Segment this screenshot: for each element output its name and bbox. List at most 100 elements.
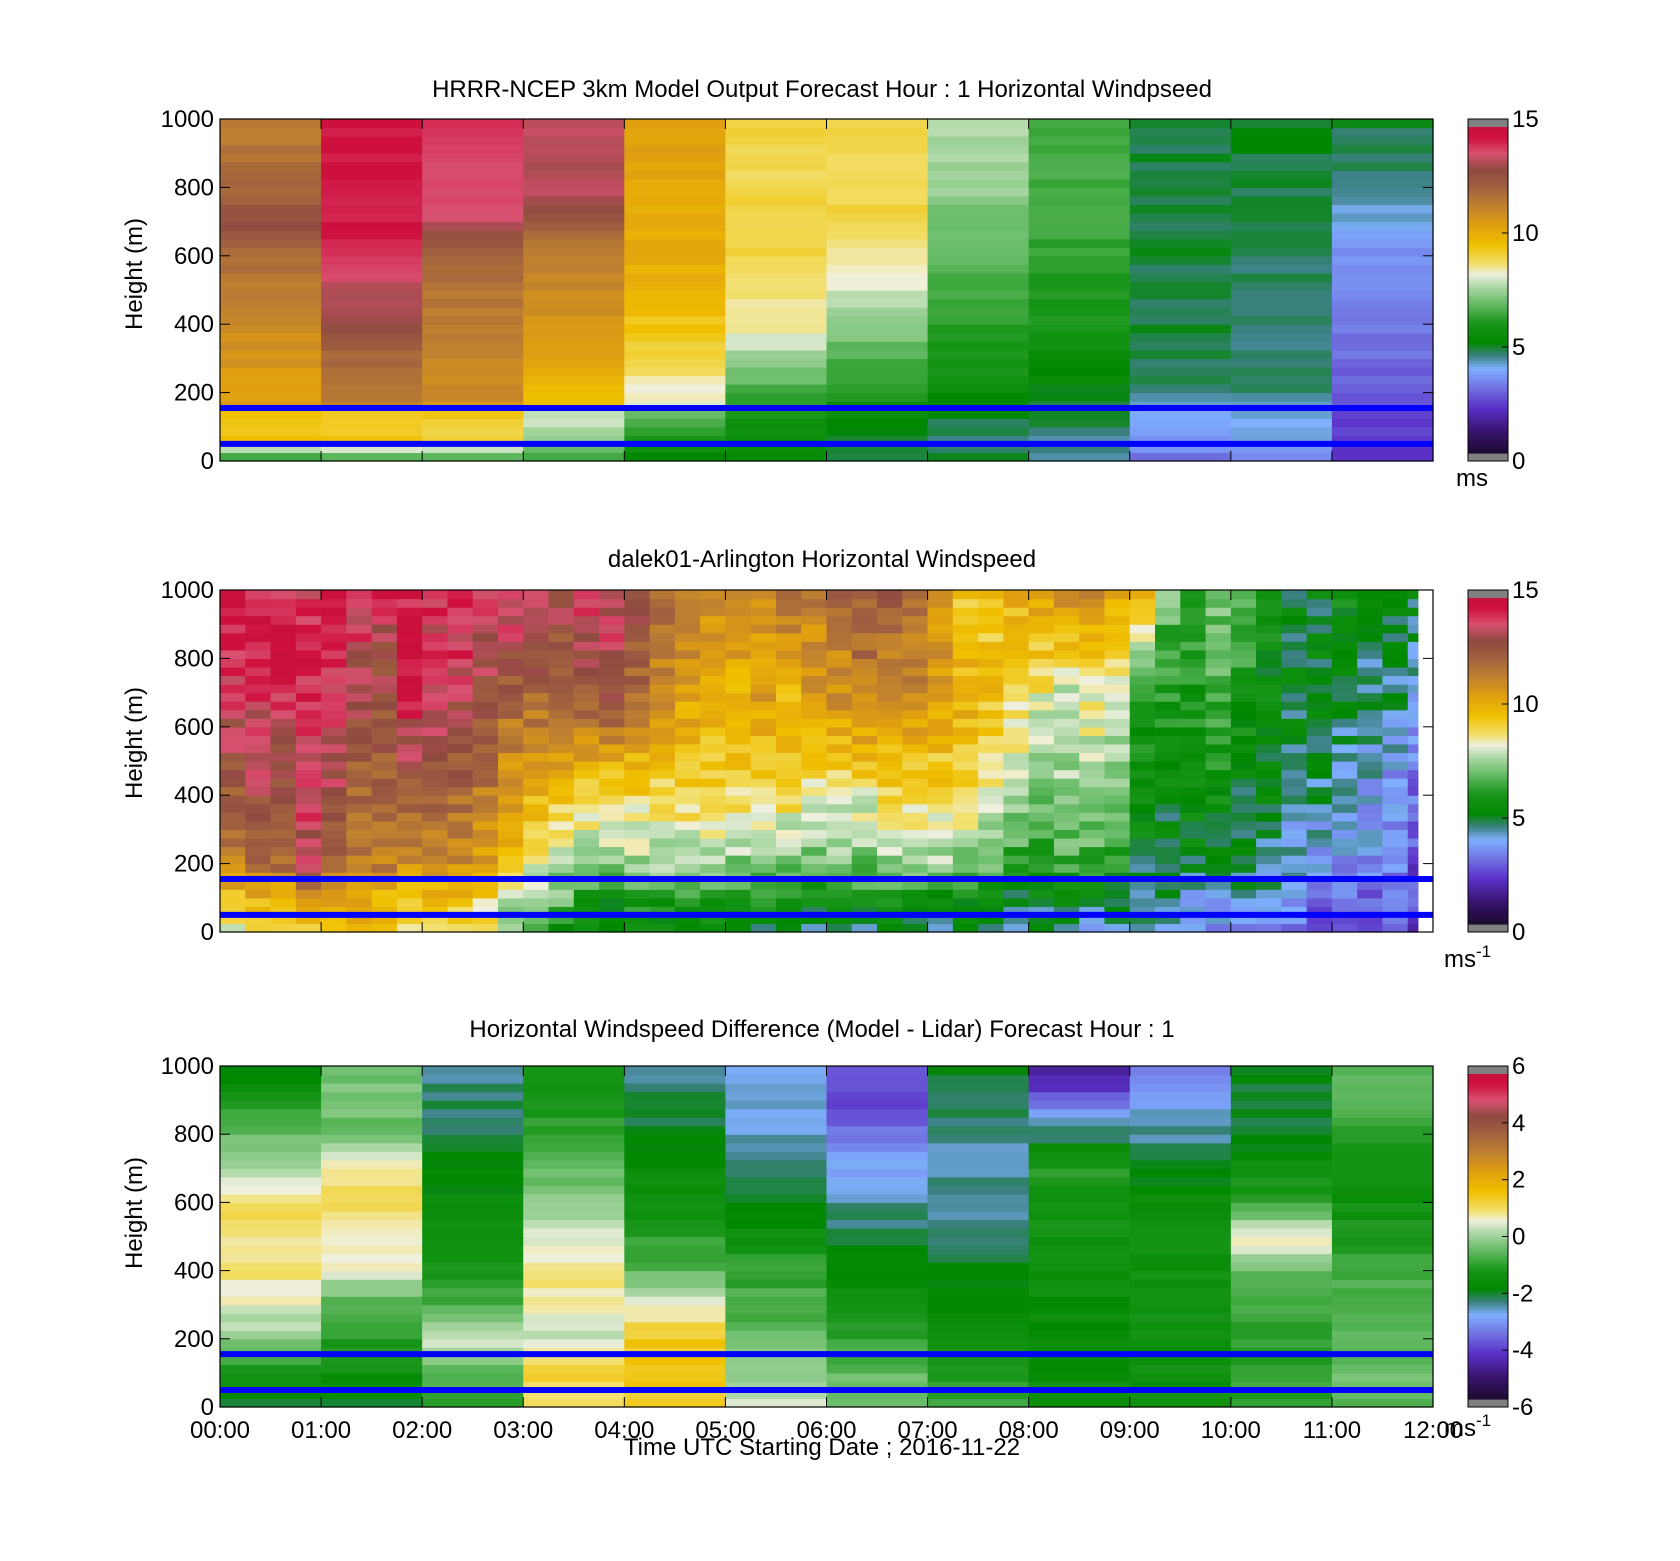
heatmap-cell <box>1028 1074 1131 1084</box>
heatmap-cell <box>1357 752 1384 762</box>
heatmap-cell <box>801 624 828 634</box>
colorbar-segment <box>1468 232 1508 237</box>
heatmap-cell <box>1028 743 1055 754</box>
heatmap-cell <box>1357 829 1384 839</box>
heatmap-cell <box>725 1245 828 1255</box>
heatmap-cell <box>1256 675 1282 685</box>
heatmap-cell <box>1079 863 1106 873</box>
heatmap-cell <box>497 641 524 651</box>
heatmap-cell <box>750 795 777 805</box>
heatmap-cell <box>1028 307 1131 317</box>
heatmap-cell <box>624 684 651 694</box>
heatmap-cell <box>422 119 524 129</box>
heatmap-cell <box>1230 769 1257 779</box>
heatmap-cell <box>1230 1364 1333 1374</box>
heatmap-cell <box>396 726 423 736</box>
colorbar-segment <box>1468 355 1508 359</box>
heatmap-cell <box>245 829 272 839</box>
heatmap-cell <box>674 889 701 899</box>
heatmap-cell <box>1028 778 1055 788</box>
heatmap-cell <box>422 1193 524 1204</box>
heatmap-cell <box>523 204 625 214</box>
heatmap-cell <box>346 863 373 873</box>
heatmap-cell <box>877 761 903 771</box>
heatmap-cell <box>1053 897 1080 907</box>
heatmap-cell <box>523 272 625 283</box>
heatmap-cell <box>1230 1253 1333 1263</box>
heatmap-cell <box>396 607 423 617</box>
heatmap-cell <box>775 906 802 916</box>
heatmap-cell <box>1129 1219 1232 1229</box>
heatmap-cell <box>472 820 499 830</box>
heatmap-cell <box>497 632 524 642</box>
y-tick-label: 0 <box>201 919 214 946</box>
heatmap-cell <box>624 187 727 197</box>
heatmap-cell <box>270 607 297 617</box>
heatmap-cell <box>1003 769 1030 779</box>
heatmap-cell <box>1281 675 1308 685</box>
heatmap-cell <box>321 726 347 736</box>
heatmap-cell <box>1028 418 1131 428</box>
heatmap-cell <box>674 632 701 642</box>
heatmap-cell <box>220 649 246 659</box>
heatmap-cell <box>927 1185 1030 1195</box>
y-tick-label: 800 <box>174 645 214 672</box>
heatmap-cell <box>1230 238 1333 248</box>
heatmap-cell <box>725 392 828 402</box>
heatmap-cell <box>422 778 449 788</box>
heatmap-cell <box>295 923 322 933</box>
heatmap-cell <box>220 624 246 634</box>
heatmap-cell <box>725 409 828 419</box>
heatmap-cell <box>1230 906 1257 916</box>
heatmap-cell <box>1155 743 1181 754</box>
heatmap-cell <box>775 923 802 933</box>
heatmap-cell <box>346 624 373 634</box>
heatmap-cell <box>1382 624 1409 634</box>
heatmap-cell <box>1079 598 1106 608</box>
heatmap-cell <box>220 349 322 359</box>
heatmap-cell <box>523 632 550 642</box>
heatmap-cell <box>1003 923 1030 933</box>
colorbar-segment <box>1468 698 1508 702</box>
heatmap-cell <box>649 701 676 711</box>
heatmap-cell <box>321 598 347 608</box>
y-tick-label: 400 <box>174 1258 214 1285</box>
colorbar-segment <box>1468 712 1508 716</box>
x-tick-label: 05:00 <box>695 1417 755 1444</box>
heatmap-cell <box>927 624 954 634</box>
heatmap-cell <box>245 632 272 642</box>
heatmap-cell <box>927 119 1030 129</box>
heatmap-cell <box>952 761 979 771</box>
heatmap-cell <box>902 769 929 779</box>
heatmap-cell <box>775 743 802 754</box>
heatmap-cell <box>245 709 272 719</box>
heatmap-cell <box>1331 1210 1434 1221</box>
heatmap-cell <box>725 247 828 257</box>
heatmap-cell <box>624 238 727 248</box>
heatmap-cell <box>1129 1227 1232 1238</box>
heatmap-cell <box>447 658 474 668</box>
heatmap-cell <box>396 598 423 608</box>
heatmap-cell <box>1180 598 1207 608</box>
heatmap-cell <box>422 1245 524 1255</box>
heatmap-cell <box>1357 726 1384 736</box>
heatmap-cell <box>1129 820 1156 830</box>
colorbar-segment <box>1468 703 1508 708</box>
heatmap-cell <box>573 735 600 745</box>
heatmap-cell <box>952 829 979 839</box>
heatmap-cell <box>599 735 625 745</box>
heatmap-cell <box>826 247 929 257</box>
heatmap-cell <box>1028 897 1055 907</box>
heatmap-cell <box>1230 1117 1333 1127</box>
heatmap-cell <box>371 812 398 822</box>
heatmap-cell <box>1357 607 1384 617</box>
heatmap-cell <box>321 435 423 445</box>
heatmap-cell <box>1104 846 1131 856</box>
heatmap-cell <box>245 761 272 771</box>
heatmap-cell <box>750 743 777 754</box>
heatmap-cell <box>952 701 979 711</box>
heatmap-cell <box>1003 889 1030 899</box>
heatmap-cell <box>220 684 246 694</box>
colorbar-cap-low <box>1468 1399 1508 1407</box>
heatmap-cell <box>270 735 297 745</box>
